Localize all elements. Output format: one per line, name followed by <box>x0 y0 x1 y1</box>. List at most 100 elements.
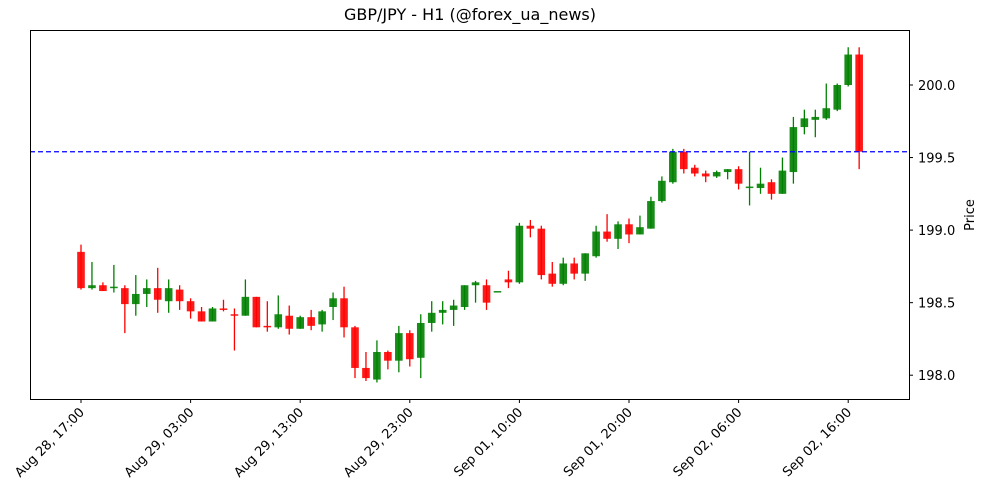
candle-body <box>132 293 140 305</box>
candle <box>142 279 151 308</box>
candle <box>504 270 513 289</box>
candle-body <box>427 312 436 323</box>
candle <box>274 295 283 329</box>
candle <box>296 315 304 329</box>
candle-body <box>318 311 326 325</box>
candle <box>701 170 710 183</box>
y-axis-label: Price <box>963 199 978 231</box>
candle-body <box>811 116 820 120</box>
candle-body <box>230 314 239 316</box>
x-tick-label: Aug 29, 13:00 <box>232 405 308 481</box>
candle-body <box>307 317 315 326</box>
candle <box>351 325 359 379</box>
candle <box>395 325 403 373</box>
x-tick-label: Sep 02, 06:00 <box>671 405 746 480</box>
candle-body <box>274 314 283 328</box>
candle-body <box>614 224 622 239</box>
candle-body <box>99 285 107 292</box>
candle <box>756 167 765 194</box>
candle <box>712 170 721 178</box>
candle <box>263 301 272 332</box>
candle-body <box>438 309 447 313</box>
candle <box>778 157 787 194</box>
candle-body <box>636 227 644 235</box>
candle <box>526 219 535 238</box>
candle-body <box>406 333 414 360</box>
candle-body <box>833 85 842 110</box>
candle-body <box>734 169 743 184</box>
candle <box>329 292 337 321</box>
candle <box>581 253 589 281</box>
candle-body <box>756 183 765 189</box>
candle <box>537 225 546 280</box>
candle-body <box>296 317 304 329</box>
candle <box>241 279 250 316</box>
candle-body <box>723 169 732 173</box>
candle-body <box>362 367 370 379</box>
candle <box>219 299 228 312</box>
candle-body <box>537 228 546 276</box>
candle-body <box>340 298 348 328</box>
candle-body <box>592 231 600 257</box>
y-tick-label: 199.0 <box>918 224 955 239</box>
candle-body <box>855 54 863 152</box>
candle <box>307 309 315 331</box>
candle <box>822 83 831 120</box>
candle-body <box>153 288 162 300</box>
candle-body <box>395 333 403 361</box>
candle-body <box>570 263 578 274</box>
candle <box>77 244 85 290</box>
candle <box>767 179 776 200</box>
candle <box>636 215 644 235</box>
candle-body <box>778 170 787 194</box>
candle-body <box>482 285 491 303</box>
candle <box>285 305 294 335</box>
candle <box>647 196 655 229</box>
candle <box>362 351 370 382</box>
candle <box>800 109 809 135</box>
candle <box>844 47 852 87</box>
candle <box>515 222 524 284</box>
candle <box>416 314 425 379</box>
candle-body <box>844 54 852 85</box>
chart-title: GBP/JPY - H1 (@forex_ua_news) <box>344 5 596 24</box>
x-tick-label: Aug 28, 17:00 <box>12 405 88 481</box>
candle <box>811 109 820 138</box>
candle-body <box>745 186 754 189</box>
candle-body <box>559 263 568 284</box>
candle <box>153 267 162 313</box>
candle-body <box>548 273 557 284</box>
x-tick-label: Aug 29, 23:00 <box>341 405 417 481</box>
candle-body <box>77 251 85 289</box>
candle <box>614 221 622 249</box>
candle <box>471 280 480 303</box>
y-axis: 198.0 198.5 199.0 199.5 200.0 <box>909 79 955 384</box>
candles-layer <box>77 47 863 383</box>
candle-body <box>110 286 118 289</box>
y-tick-label: 200.0 <box>918 79 955 94</box>
candle <box>99 282 107 292</box>
candle-body <box>493 291 502 293</box>
candle-body <box>384 351 392 361</box>
candle-body <box>701 173 710 177</box>
candle-body <box>658 180 666 202</box>
candle-body <box>263 325 272 328</box>
candle-body <box>526 225 535 229</box>
x-tick-label: Aug 29, 03:00 <box>122 405 198 481</box>
candle-body <box>690 167 699 174</box>
candle <box>230 308 239 351</box>
candle-body <box>373 351 381 380</box>
candle <box>592 225 600 258</box>
candle <box>833 83 842 112</box>
x-tick-label: Sep 02, 16:00 <box>780 405 855 480</box>
candle-body <box>186 301 195 312</box>
plot-frame <box>30 30 910 400</box>
candle-body <box>471 282 480 286</box>
candle-body <box>416 322 425 358</box>
candle-body <box>515 225 524 283</box>
candle <box>680 148 688 174</box>
candle <box>427 301 436 332</box>
candle <box>745 151 754 206</box>
candle-body <box>252 296 261 328</box>
